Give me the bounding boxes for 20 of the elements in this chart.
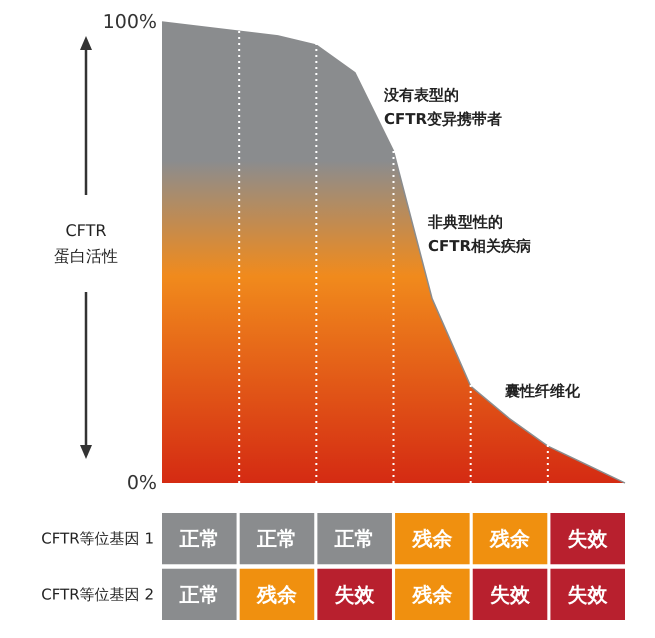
text: 失效 (568, 582, 608, 606)
text: 正常 (179, 526, 220, 551)
text: 正常 (256, 526, 297, 551)
text: 残余 (412, 582, 452, 606)
text: 残余 (256, 582, 297, 606)
text: 正常 (179, 582, 220, 606)
text: 残余 (412, 526, 452, 551)
y-tick-label: 0% (126, 472, 157, 494)
text: 失效 (568, 526, 608, 551)
y-tick-label: CFTR等位基因 1 (41, 530, 154, 548)
annotation: 没有表型的 CFTR变异携带者 (383, 86, 502, 128)
annotation: 非典型性的 CFTR相关疾病 (427, 213, 532, 255)
y-tick-label: 100% (102, 11, 157, 34)
y-tick-label: CFTR等位基因 2 (41, 585, 154, 604)
y-axis-title: CFTR 蛋白活性 (54, 221, 118, 266)
annotation: 囊性纤维化 (504, 382, 581, 400)
text: 失效 (490, 582, 530, 606)
text: 正常 (334, 526, 375, 551)
text: 失效 (334, 582, 375, 606)
text: 残余 (490, 526, 530, 551)
